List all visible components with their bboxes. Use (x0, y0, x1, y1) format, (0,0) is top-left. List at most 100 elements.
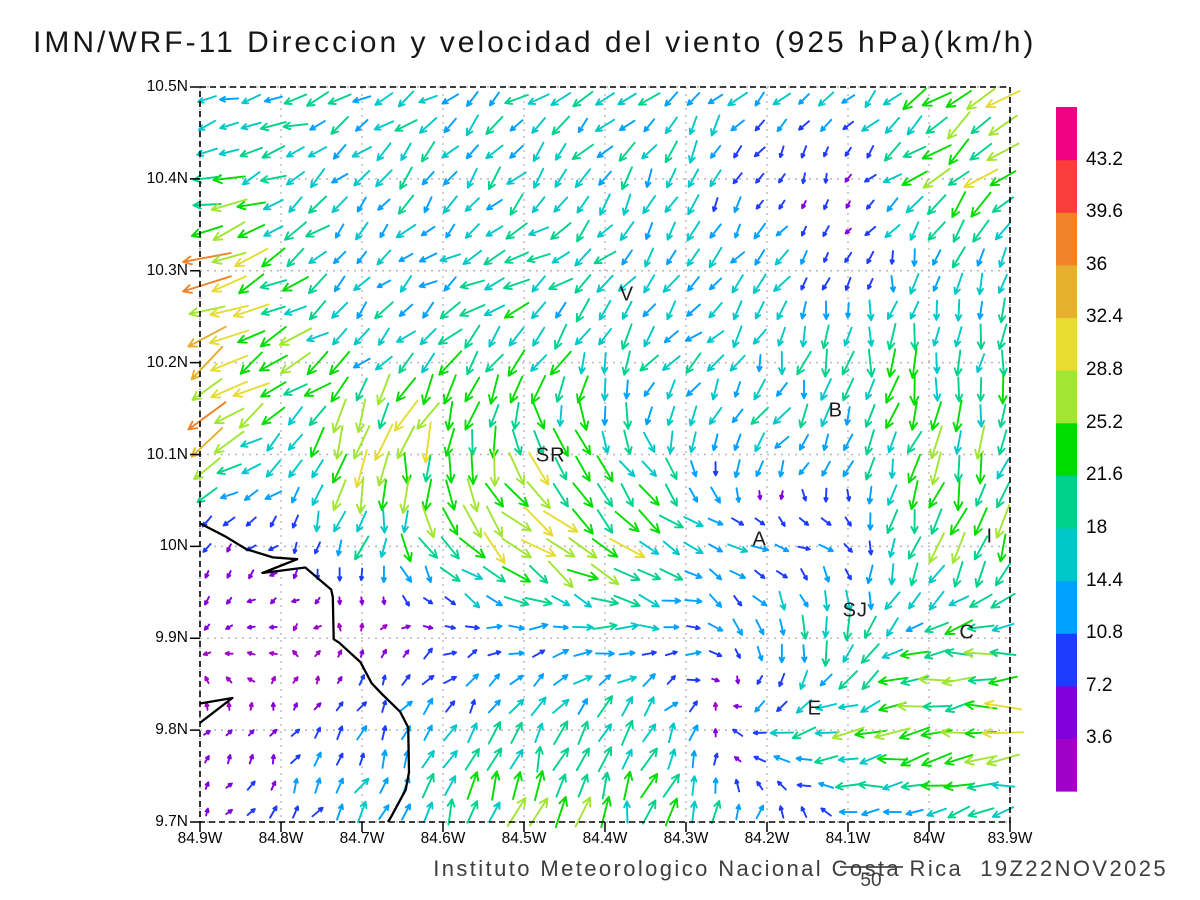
wind-arrow (732, 618, 743, 636)
wind-arrow (486, 747, 503, 771)
wind-arrow (288, 459, 303, 478)
wind-arrow (709, 223, 722, 239)
wind-arrow (975, 353, 986, 374)
wind-arrow (505, 222, 528, 240)
wind-arrow (594, 118, 616, 133)
wind-arrow (866, 145, 875, 159)
wind-arrow (929, 425, 943, 460)
wind-arrow (396, 425, 416, 460)
wind-arrow (710, 114, 721, 137)
wind-arrow (932, 326, 941, 347)
wind-arrow (528, 226, 550, 237)
wind-arrow (293, 702, 298, 711)
wind-arrow (900, 752, 929, 767)
wind-arrow (374, 301, 394, 320)
wind-arrow (286, 247, 305, 268)
wind-arrow (752, 273, 767, 295)
colorbar-tick-label: 10.8 (1086, 622, 1123, 644)
wind-arrow (820, 324, 830, 350)
wind-arrow (990, 592, 1016, 609)
wind-arrow (506, 171, 527, 185)
wind-arrow (442, 195, 458, 214)
wind-arrow (750, 406, 769, 425)
wind-arrow (983, 699, 1023, 711)
wind-arrow (730, 119, 745, 132)
wind-arrow (533, 770, 546, 802)
wind-arrow (577, 773, 589, 798)
wind-arrow (418, 117, 438, 134)
wind-arrow (800, 225, 807, 237)
wind-arrow (573, 674, 593, 685)
wind-arrow (423, 801, 434, 823)
wind-arrow (932, 275, 941, 292)
colorbar-tick-label: 7.2 (1086, 674, 1113, 696)
wind-arrow (356, 510, 368, 533)
wind-arrow (261, 247, 286, 268)
wind-arrow (551, 115, 571, 136)
x-tick-label: 83.9W (987, 830, 1033, 847)
wind-arrow (994, 562, 1012, 587)
colorbar-segment (1056, 422, 1077, 476)
wind-arrow (238, 402, 264, 429)
wind-arrow (819, 673, 833, 687)
wind-arrow (374, 423, 394, 461)
wind-arrow (683, 516, 704, 527)
wind-arrow (528, 797, 549, 827)
wind-arrow (800, 379, 808, 400)
wind-arrow (543, 510, 579, 533)
wind-arrow (798, 120, 810, 131)
wind-arrow (314, 650, 321, 658)
wind-arrow (733, 703, 743, 709)
wind-arrow (708, 650, 723, 658)
wind-arrow (623, 402, 632, 430)
wind-arrow (331, 173, 349, 184)
wind-arrow (398, 252, 414, 263)
wind-arrow (578, 351, 586, 375)
wind-arrow (823, 487, 829, 503)
wind-arrow (882, 92, 903, 106)
wind-arrow (750, 544, 770, 553)
wind-arrow (597, 723, 613, 743)
wind-arrow (213, 430, 245, 454)
y-tick-label: 9.8N (155, 721, 188, 739)
wind-arrow (530, 696, 547, 717)
wind-arrow (270, 597, 277, 605)
wind-arrow (620, 323, 633, 350)
chart-title: IMN/WRF-11 Direccion y velocidad del vie… (33, 26, 1037, 59)
wind-arrow (566, 568, 599, 582)
wind-arrow (598, 674, 612, 686)
wind-arrow (503, 596, 530, 607)
wind-arrow (482, 566, 506, 583)
wind-arrow (798, 93, 810, 105)
wind-arrow (421, 478, 433, 512)
wind-arrow (735, 487, 742, 503)
coastline (199, 522, 411, 823)
wind-arrow (487, 166, 501, 190)
wind-arrow (986, 142, 1020, 162)
wind-arrow (823, 252, 829, 263)
wind-arrow (397, 194, 415, 215)
wind-arrow (753, 378, 766, 401)
wind-arrow (621, 193, 632, 216)
colorbar-tick-label: 21.6 (1086, 464, 1123, 486)
wind-arrow (554, 376, 566, 403)
wind-arrow (466, 350, 479, 376)
wind-arrow (182, 252, 232, 266)
wind-arrow (598, 170, 612, 186)
x-tick-label: 84.5W (501, 830, 547, 847)
wind-arrow (313, 751, 322, 767)
wind-arrow (665, 457, 678, 480)
wind-arrow (376, 279, 392, 289)
wind-arrow (867, 326, 875, 347)
wind-arrow (643, 118, 656, 133)
wind-arrow (397, 90, 415, 108)
wind-arrow (889, 250, 895, 265)
wind-arrow (204, 595, 210, 606)
wind-arrow (666, 300, 677, 321)
wind-arrow (754, 249, 766, 266)
wind-arrow (376, 142, 392, 162)
wind-arrow (232, 303, 270, 319)
wind-arrow (270, 780, 277, 791)
wind-arrow (225, 729, 233, 737)
